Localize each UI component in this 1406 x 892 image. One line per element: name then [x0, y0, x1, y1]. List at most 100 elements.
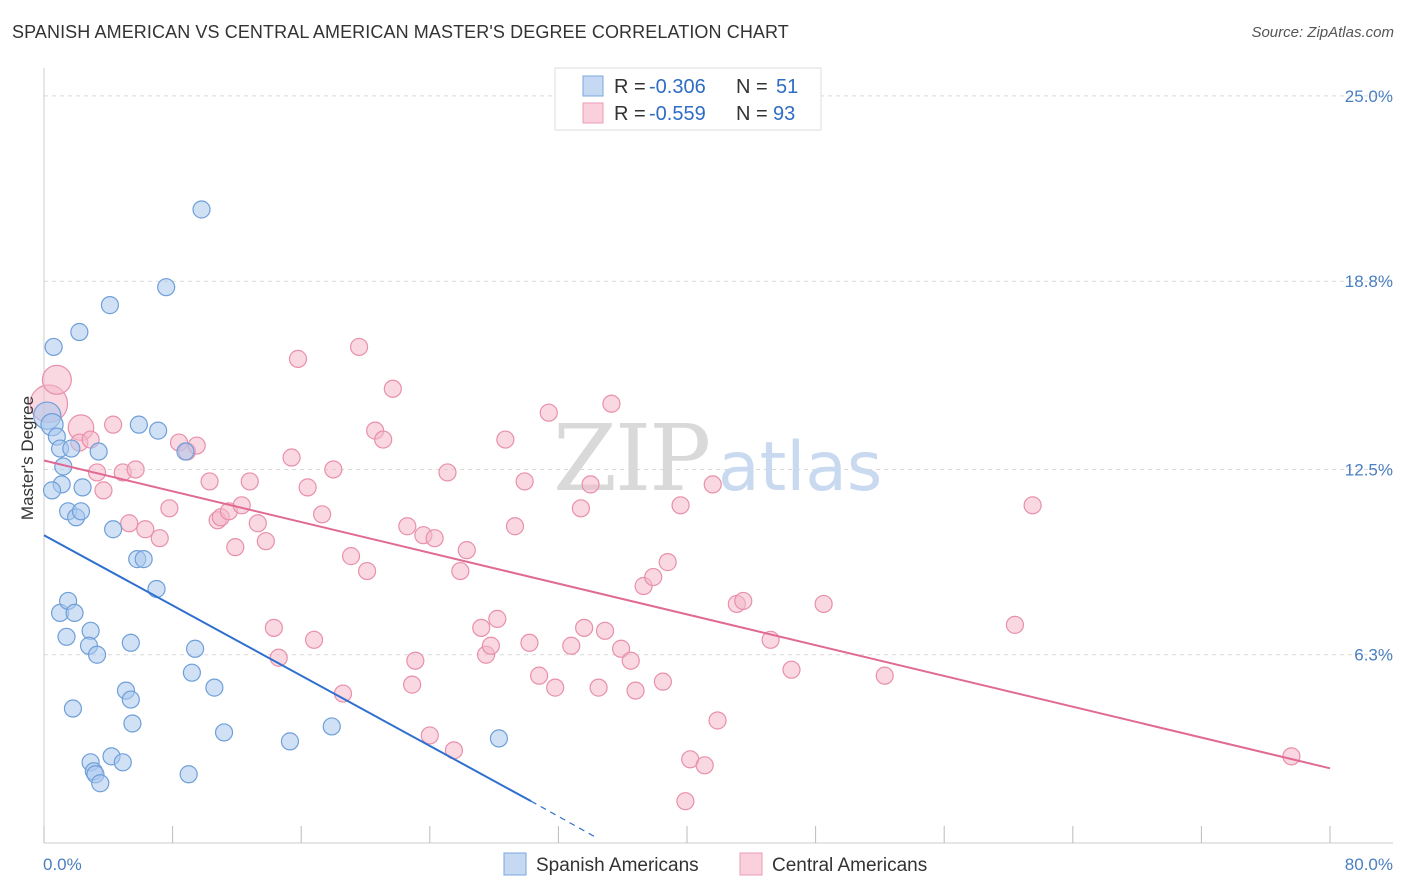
central-american-point	[104, 415, 123, 434]
spanish-americans-trend-line	[43, 534, 532, 803]
y-tick-label: 25.0%	[1345, 87, 1393, 106]
spanish-american-point	[73, 478, 92, 497]
spanish-american-point	[123, 714, 142, 733]
y-tick-label: 6.3%	[1354, 646, 1393, 665]
spanish-american-point	[182, 663, 201, 682]
central-american-point	[658, 553, 677, 572]
central-american-point	[520, 633, 539, 652]
central-american-point	[341, 547, 361, 566]
central-american-point	[581, 475, 600, 494]
central-american-point	[505, 517, 525, 536]
spanish-american-point	[176, 442, 195, 461]
central-american-point	[398, 517, 417, 536]
spanish-american-point	[179, 765, 198, 784]
spanish-american-point	[147, 579, 166, 599]
spanish-american-point	[121, 690, 140, 709]
central-american-point	[304, 630, 324, 649]
spanish-americans-points	[33, 200, 509, 793]
watermark-atlas: atlas	[718, 428, 882, 507]
central-american-point	[546, 678, 565, 697]
central-american-point	[653, 672, 672, 691]
series-legend: Spanish Americans Central Americans	[503, 852, 927, 876]
central-american-point	[150, 529, 169, 548]
central-american-point	[481, 636, 500, 655]
central-american-point	[1282, 747, 1301, 766]
series-legend-swatch-blue	[503, 852, 527, 876]
spanish-american-point	[91, 774, 110, 793]
central-american-point	[438, 463, 457, 482]
spanish-american-point	[192, 200, 211, 219]
central-american-point	[695, 756, 714, 775]
y-tick-label: 18.8%	[1345, 272, 1393, 291]
spanish-american-point	[44, 337, 63, 357]
central-american-point	[488, 609, 507, 628]
spanish-american-point	[280, 732, 300, 751]
central-americans-points	[29, 337, 1301, 811]
spanish-american-point	[70, 322, 89, 342]
legend-n-label-pink: N =	[736, 103, 768, 125]
central-american-point	[644, 567, 663, 587]
central-american-point	[256, 532, 275, 551]
central-american-point	[457, 541, 476, 560]
spanish-american-point	[62, 439, 81, 458]
central-american-point	[621, 651, 640, 670]
central-american-point	[264, 618, 283, 637]
legend-r-value-pink: -0.559	[649, 103, 706, 125]
spanish-american-point	[214, 723, 234, 742]
central-american-point	[136, 520, 155, 539]
central-american-point	[611, 639, 631, 658]
central-american-point	[126, 460, 145, 479]
gridlines	[44, 95, 1393, 656]
x-tick-label-min: 0.0%	[43, 855, 82, 874]
spanish-american-point	[489, 729, 509, 748]
central-american-point	[708, 711, 727, 730]
spanish-american-point	[89, 442, 108, 461]
legend-r-label-pink: R =	[614, 103, 646, 125]
central-american-point	[420, 726, 439, 745]
central-american-point	[496, 430, 515, 449]
spanish-american-point	[63, 699, 83, 718]
central-american-point	[1023, 496, 1042, 515]
central-american-point	[472, 618, 491, 637]
central-american-point	[425, 529, 444, 548]
legend-n-value-blue: 51	[776, 76, 798, 98]
y-axis-title: Master's Degree	[18, 396, 37, 520]
central-american-point	[814, 594, 833, 614]
legend-r-value-blue: -0.306	[649, 76, 706, 98]
central-american-point	[406, 651, 425, 670]
series-legend-swatch-pink	[739, 852, 763, 876]
central-american-point	[232, 496, 251, 515]
spanish-american-point	[186, 639, 205, 658]
x-tick-label-max: 80.0%	[1345, 855, 1393, 874]
spanish-american-point	[113, 753, 132, 772]
spanish-american-point	[157, 278, 176, 297]
chart-title: SPANISH AMERICAN VS CENTRAL AMERICAN MAS…	[12, 22, 789, 42]
central-american-point	[200, 472, 219, 491]
central-american-point	[571, 499, 591, 518]
central-american-point	[562, 636, 581, 655]
central-american-point	[349, 337, 369, 357]
central-american-point	[403, 675, 422, 694]
axes	[43, 68, 1393, 844]
central-american-point	[160, 499, 179, 518]
central-american-point	[41, 364, 72, 395]
y-tick-labels: 6.3% 12.5% 18.8% 25.0%	[1345, 87, 1393, 665]
trend-lines	[43, 459, 1331, 838]
spanish-americans-trend-extension	[530, 800, 596, 838]
y-tick-label: 12.5%	[1345, 460, 1393, 479]
central-american-point	[734, 591, 753, 611]
spanish-american-point	[149, 421, 168, 440]
central-american-point	[120, 514, 139, 533]
central-american-point	[324, 460, 343, 479]
spanish-american-point	[42, 481, 62, 500]
central-american-point	[515, 472, 534, 491]
legend-swatch-blue	[582, 75, 604, 97]
legend-swatch-pink	[582, 102, 604, 124]
central-american-point	[602, 394, 621, 413]
central-american-point	[626, 681, 645, 700]
legend-n-label-blue: N =	[736, 76, 768, 98]
series-legend-label-pink: Central Americans	[772, 855, 927, 876]
spanish-american-point	[100, 296, 120, 315]
central-american-point	[374, 430, 393, 449]
central-american-point	[240, 472, 259, 491]
